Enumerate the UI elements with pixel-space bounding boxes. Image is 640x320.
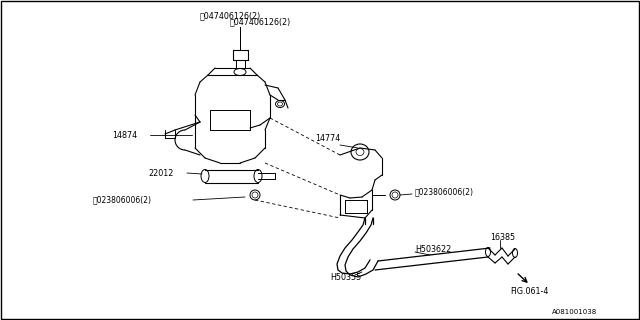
Text: 14874: 14874 [112, 131, 137, 140]
Text: H50355: H50355 [330, 274, 361, 283]
Text: 14774: 14774 [315, 133, 340, 142]
Text: FIG.061-4: FIG.061-4 [510, 287, 548, 297]
Text: Ⓢ047406126(2): Ⓢ047406126(2) [200, 12, 261, 20]
Text: 16385: 16385 [490, 233, 515, 242]
Text: 22012: 22012 [148, 169, 173, 178]
Text: Ⓝ023806006(2): Ⓝ023806006(2) [415, 188, 474, 196]
Text: A081001038: A081001038 [552, 309, 597, 315]
Text: Ⓝ023806006(2): Ⓝ023806006(2) [93, 196, 152, 204]
Text: H503622: H503622 [415, 244, 451, 253]
Text: Ⓢ047406126(2): Ⓢ047406126(2) [230, 18, 291, 27]
